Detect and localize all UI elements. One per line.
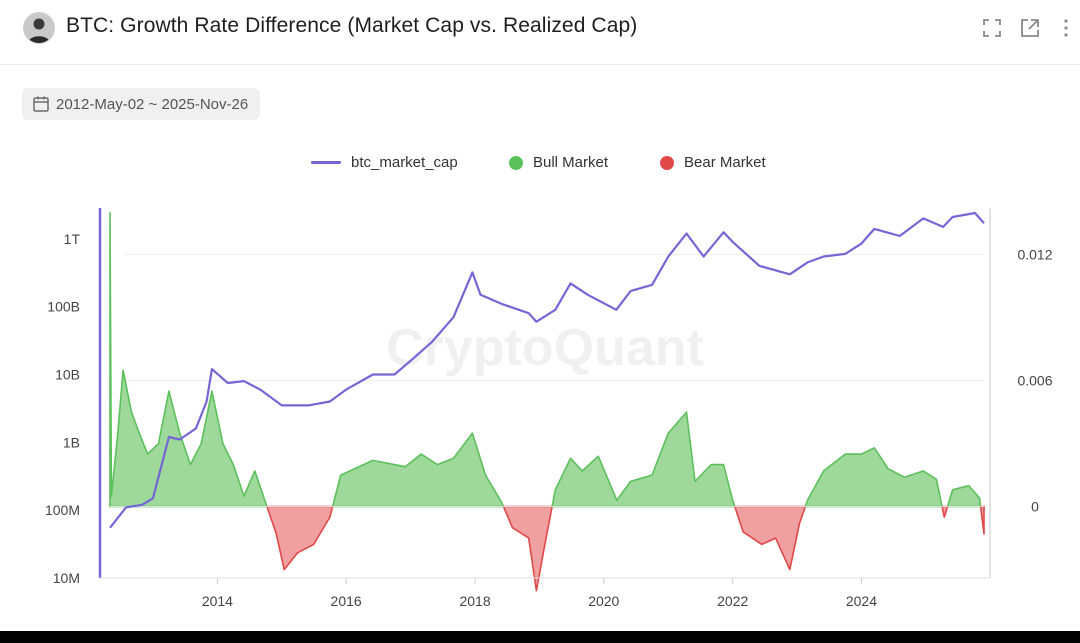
y-left-tick-label: 100B [47, 299, 80, 315]
avatar[interactable] [23, 12, 55, 44]
x-tick-label: 2016 [331, 593, 362, 609]
y-left-tick-label: 10B [55, 367, 80, 383]
x-tick-label: 2020 [588, 593, 619, 609]
bull-market-area [109, 211, 982, 508]
chart-title: BTC: Growth Rate Difference (Market Cap … [66, 14, 638, 37]
y-right-tick-label: 0 [1031, 499, 1039, 515]
legend-label: btc_market_cap [351, 154, 458, 171]
market-cap-line [109, 211, 985, 529]
legend-dot-swatch [660, 155, 674, 170]
date-range-label: 2012-May-02 ~ 2025-Nov-26 [56, 95, 249, 113]
y-right-tick-label: 0.006 [1017, 373, 1052, 389]
bottom-bar [0, 631, 1080, 643]
x-tick-label: 2022 [717, 593, 748, 609]
y-left-tick-label: 1T [64, 231, 81, 247]
watermark: CryptoQuant [386, 319, 704, 377]
legend-dot-swatch [509, 155, 523, 170]
legend-item-bear-market[interactable]: Bear Market [660, 154, 766, 171]
person-icon [24, 13, 54, 43]
legend-item-market-cap[interactable]: btc_market_cap [311, 154, 458, 171]
y-left-tick-label: 1B [63, 434, 80, 450]
legend-label: Bear Market [684, 154, 766, 171]
bear-market-area [266, 505, 985, 592]
y-left-tick-label: 100M [45, 502, 80, 518]
chart-canvas[interactable]: CryptoQuant 0.012 0.006 0 1T 100B 10B 1B 100M 10… [0, 190, 1080, 620]
y-left-tick-label: 10M [53, 570, 80, 586]
chart-header: BTC: Growth Rate Difference (Market Cap … [0, 0, 1080, 65]
x-tick-label: 2018 [459, 593, 490, 609]
external-link-icon[interactable] [1018, 16, 1042, 40]
x-tick-label: 2024 [846, 593, 877, 609]
axes: 0.012 0.006 0 1T 100B 10B 1B 100M 10M 2014 2016 201… [45, 208, 1053, 609]
chart-legend: btc_market_cap Bull Market Bear Market [0, 150, 1080, 178]
y-right-tick-label: 0.012 [1017, 247, 1052, 263]
more-vertical-icon[interactable] [1054, 16, 1078, 40]
legend-label: Bull Market [533, 154, 609, 171]
date-range-picker[interactable]: 2012-May-02 ~ 2025-Nov-26 [22, 88, 261, 120]
growth-rate-area [109, 211, 985, 592]
fullscreen-icon[interactable] [980, 16, 1004, 40]
legend-line-swatch [311, 161, 341, 164]
legend-item-bull-market[interactable]: Bull Market [509, 154, 608, 171]
market-cap-series [109, 211, 985, 529]
calendar-icon [33, 96, 49, 112]
x-tick-label: 2014 [202, 593, 233, 609]
